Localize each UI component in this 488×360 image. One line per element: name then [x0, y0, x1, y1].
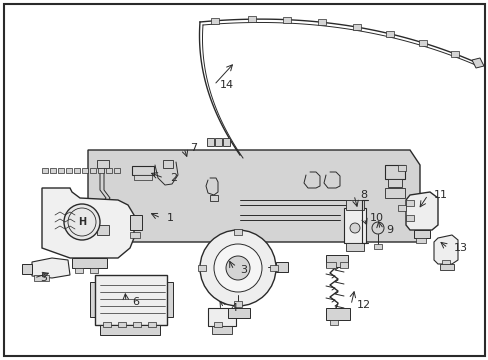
Bar [100, 325, 160, 335]
Bar [114, 168, 120, 173]
Bar [90, 282, 98, 317]
Bar [90, 168, 96, 173]
Bar [103, 322, 111, 327]
Bar [133, 322, 141, 327]
Text: 14: 14 [220, 80, 234, 90]
Polygon shape [405, 192, 437, 230]
Bar [34, 275, 49, 281]
Bar [234, 229, 242, 235]
Bar [134, 175, 152, 180]
Polygon shape [32, 258, 70, 278]
Text: 5: 5 [40, 273, 47, 283]
Bar [325, 255, 347, 267]
Bar [227, 308, 249, 318]
Bar [214, 322, 222, 327]
Text: 6: 6 [132, 297, 139, 307]
Bar [215, 138, 222, 146]
Bar [413, 230, 429, 238]
Bar [82, 168, 88, 173]
Bar [325, 262, 335, 268]
Bar [397, 165, 405, 171]
Bar [325, 308, 349, 320]
Bar [206, 138, 214, 146]
Bar [415, 238, 425, 243]
Bar [198, 265, 205, 271]
Bar [343, 208, 365, 243]
Text: 8: 8 [359, 190, 366, 200]
Bar [58, 168, 64, 173]
Bar [74, 168, 80, 173]
Circle shape [64, 204, 100, 240]
Circle shape [225, 256, 249, 280]
Bar [450, 51, 458, 57]
Bar [439, 264, 453, 270]
Bar [42, 168, 48, 173]
Text: 1: 1 [167, 213, 174, 223]
Text: 13: 13 [453, 243, 467, 253]
Bar [118, 322, 126, 327]
Bar [66, 168, 72, 173]
Bar [72, 258, 107, 268]
Circle shape [349, 223, 359, 233]
Bar [441, 260, 449, 264]
Bar [283, 17, 291, 23]
Bar [387, 179, 401, 187]
Bar [209, 195, 218, 201]
Bar [247, 16, 255, 22]
Bar [275, 262, 287, 272]
Bar [50, 168, 56, 173]
Bar [339, 262, 347, 268]
Circle shape [214, 244, 262, 292]
Bar [346, 243, 363, 251]
Bar [234, 301, 242, 307]
Bar [97, 225, 109, 235]
Bar [384, 165, 404, 179]
Bar [223, 138, 229, 146]
Bar [97, 160, 109, 168]
Bar [90, 268, 98, 273]
Bar [210, 18, 219, 24]
Bar [405, 200, 413, 206]
Text: 12: 12 [356, 300, 370, 310]
Bar [269, 265, 278, 271]
Bar [329, 320, 337, 325]
Bar [163, 160, 173, 168]
Bar [132, 166, 154, 175]
Text: 9: 9 [385, 225, 392, 235]
Bar [75, 268, 83, 273]
Bar [164, 282, 173, 317]
Bar [207, 308, 236, 326]
Text: 10: 10 [369, 213, 383, 223]
Bar [384, 188, 404, 198]
Bar [130, 215, 142, 230]
Bar [318, 19, 325, 25]
Bar [418, 40, 426, 46]
Text: 3: 3 [240, 265, 246, 275]
Text: 2: 2 [170, 173, 177, 183]
Bar [148, 322, 156, 327]
Bar [212, 326, 231, 334]
Bar [352, 24, 360, 30]
Bar [405, 215, 413, 221]
Bar [22, 264, 32, 274]
Bar [98, 168, 104, 173]
Text: 11: 11 [433, 190, 447, 200]
Text: 7: 7 [190, 143, 197, 153]
Bar [130, 232, 140, 238]
Bar [95, 275, 167, 325]
Polygon shape [88, 150, 419, 242]
Text: H: H [78, 217, 86, 227]
Polygon shape [433, 235, 457, 264]
Polygon shape [471, 58, 483, 68]
Circle shape [200, 230, 275, 306]
Bar [373, 244, 381, 249]
Bar [386, 31, 393, 37]
Bar [106, 168, 112, 173]
Bar [346, 200, 363, 210]
Polygon shape [42, 188, 134, 258]
Text: 4: 4 [229, 303, 237, 313]
Circle shape [371, 222, 383, 234]
Bar [397, 205, 405, 211]
